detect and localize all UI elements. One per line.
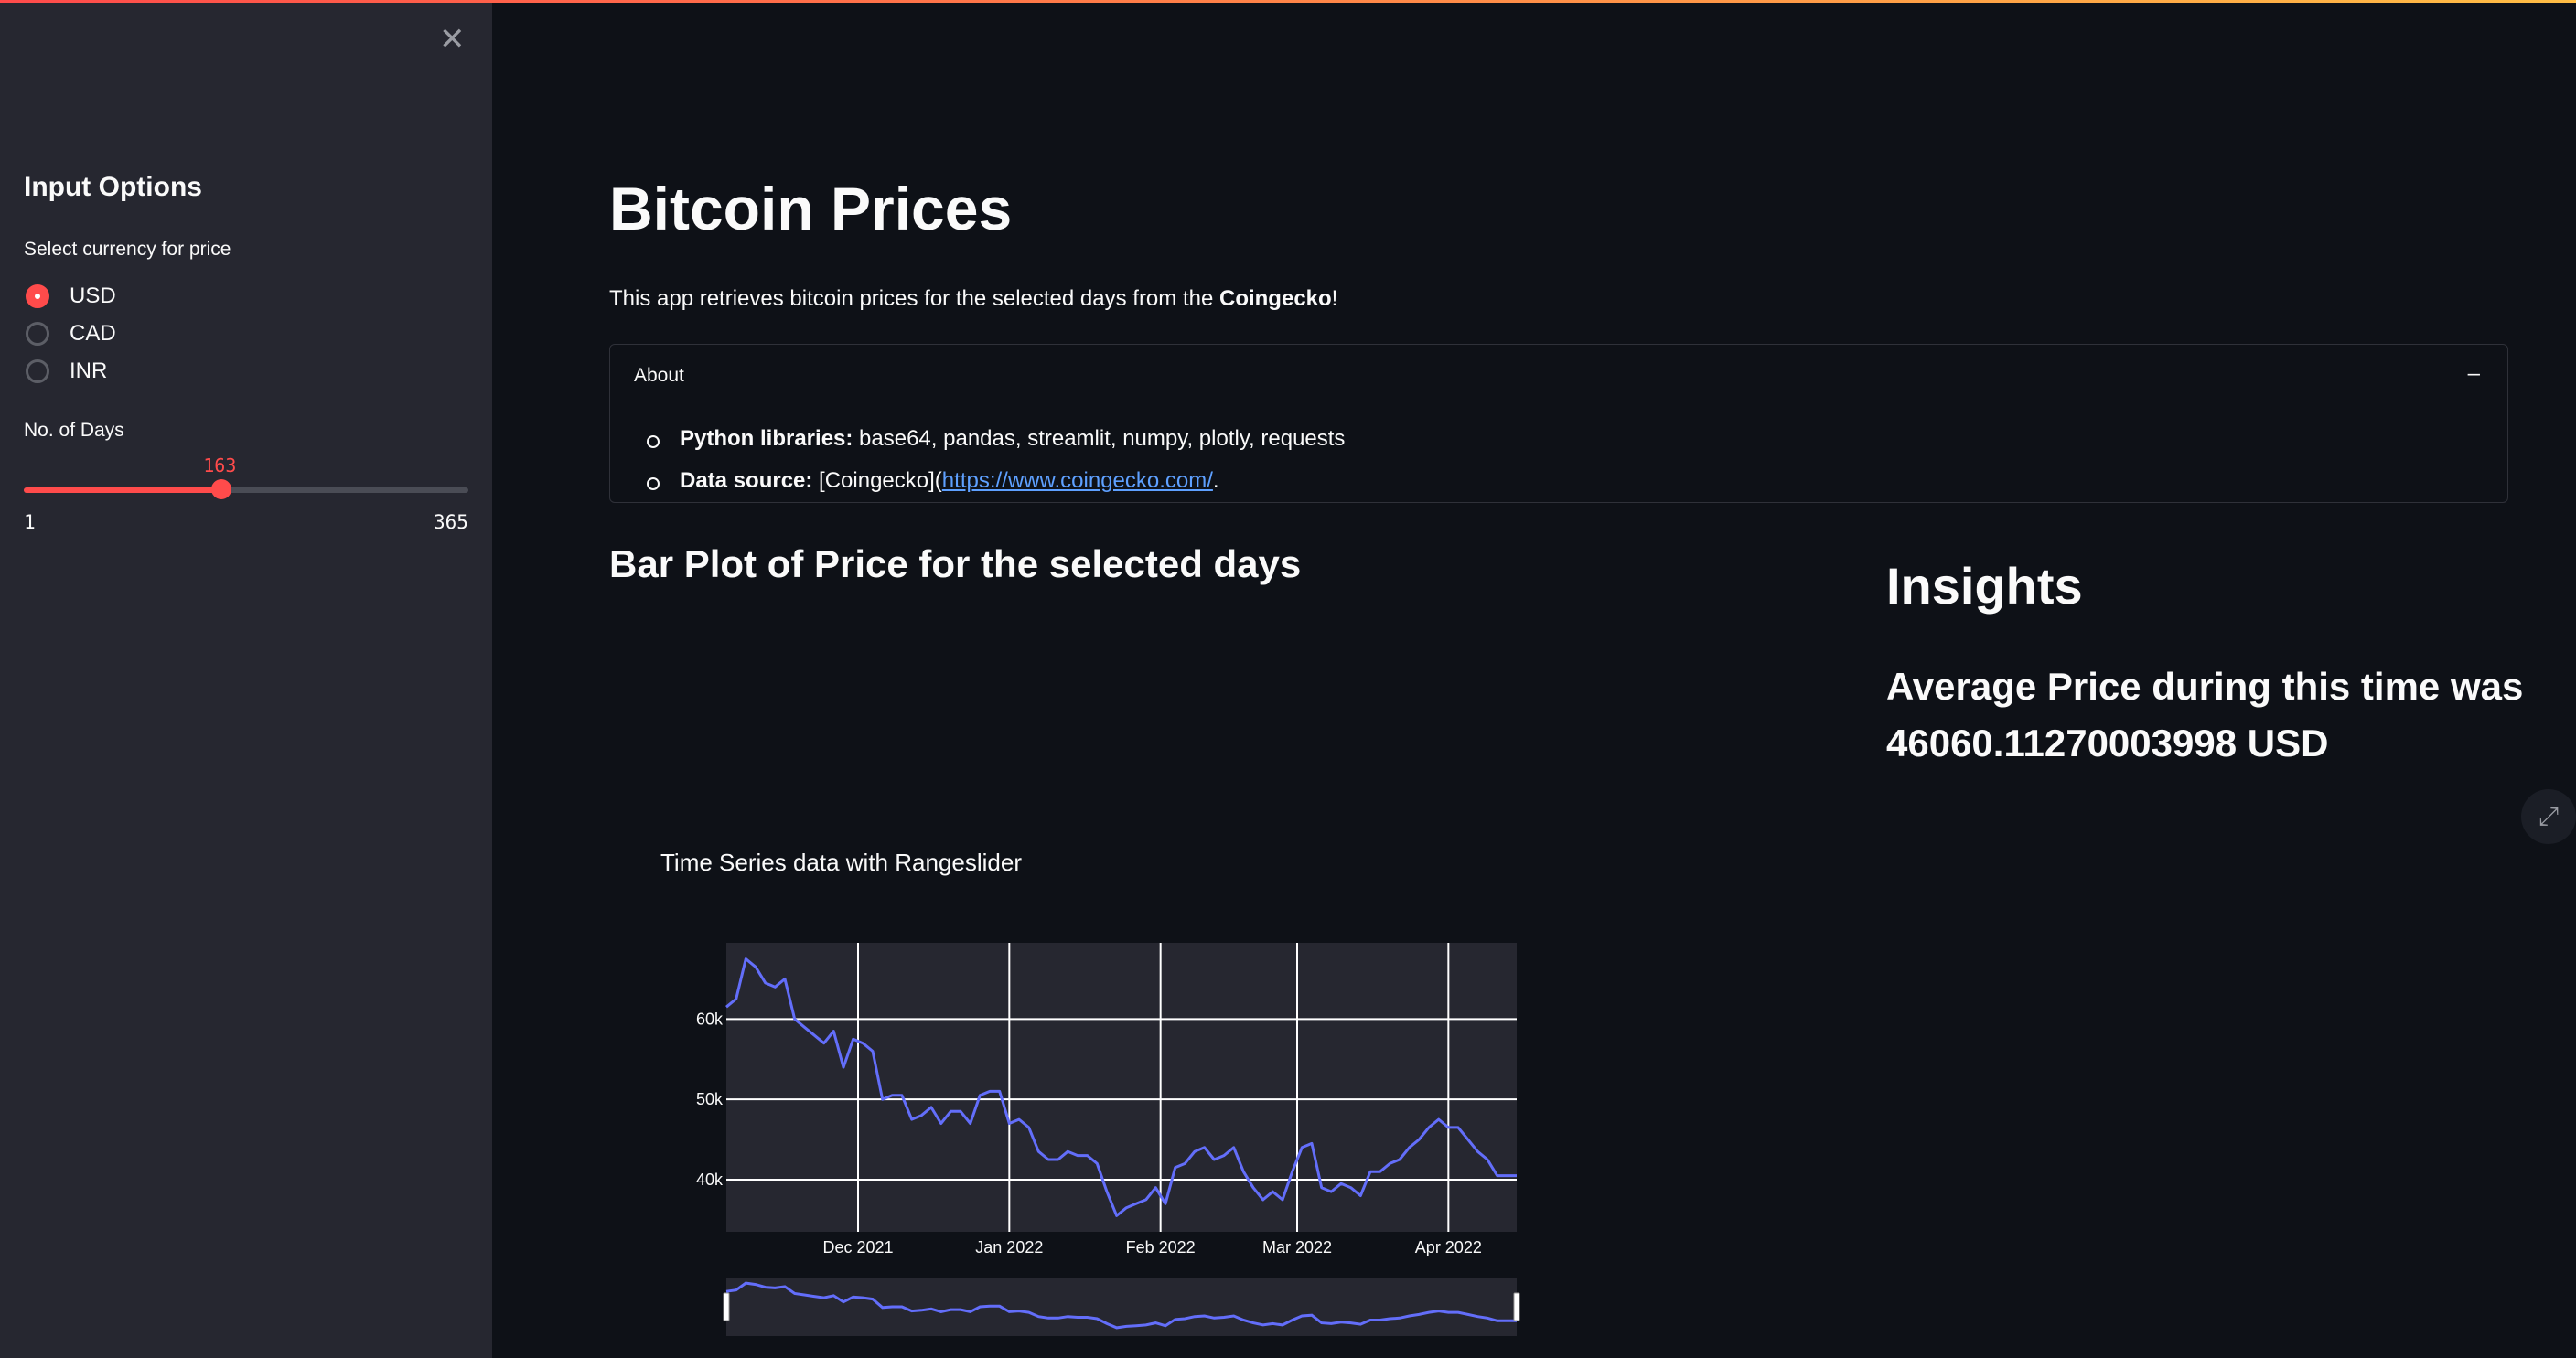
sidebar: ✕ Input Options Select currency for pric… xyxy=(0,3,492,1358)
currency-label: Select currency for price xyxy=(24,239,231,260)
intro-suffix: ! xyxy=(1331,286,1338,311)
radio-inr-circle[interactable] xyxy=(26,359,49,383)
x-tick-label: Apr 2022 xyxy=(1415,1238,1482,1256)
radio-cad-label: CAD xyxy=(70,321,116,346)
rangeslider-series-line xyxy=(725,1281,1517,1330)
x-tick-label: Jan 2022 xyxy=(975,1238,1043,1256)
fullscreen-icon[interactable]: ⤢ xyxy=(2521,789,2576,844)
plot-area xyxy=(726,943,1517,1232)
days-slider-track[interactable] xyxy=(24,487,468,493)
libraries-text: base64, pandas, streamlit, numpy, plotly… xyxy=(853,426,1346,451)
source-prefix: [Coingecko]( xyxy=(812,468,942,493)
days-label: No. of Days xyxy=(24,420,124,441)
page-title: Bitcoin Prices xyxy=(609,175,1013,242)
bar-plot-heading: Bar Plot of Price for the selected days xyxy=(609,542,1302,585)
days-slider-thumb[interactable] xyxy=(211,479,232,499)
list-item: Python libraries: base64, pandas, stream… xyxy=(647,418,1345,460)
days-slider-value: 163 xyxy=(203,454,237,476)
intro-source: Coingecko xyxy=(1218,286,1332,311)
source-label: Data source: xyxy=(680,468,813,493)
radio-usd-circle[interactable] xyxy=(26,284,49,308)
y-tick-label: 50k xyxy=(696,1090,724,1108)
x-tick-label: Dec 2021 xyxy=(822,1238,893,1256)
insight-text: Average Price during this time was 46060… xyxy=(1886,665,2524,765)
rangeslider-right-handle[interactable] xyxy=(1513,1292,1520,1321)
insights-heading: Insights xyxy=(1886,557,2083,615)
y-tick-label: 60k xyxy=(696,1010,724,1028)
intro-prefix: This app retrieves bitcoin prices for th… xyxy=(609,286,1219,311)
y-tick-label: 40k xyxy=(696,1171,724,1189)
collapse-icon[interactable]: – xyxy=(2467,361,2480,386)
list-item: Data source: [Coingecko](https://www.coi… xyxy=(647,460,1345,502)
sidebar-title: Input Options xyxy=(24,172,202,202)
radio-cad-circle[interactable] xyxy=(26,322,49,346)
close-icon[interactable]: ✕ xyxy=(439,22,466,57)
intro-text: This app retrieves bitcoin prices for th… xyxy=(609,286,1337,312)
x-tick-label: Mar 2022 xyxy=(1262,1238,1332,1256)
radio-inr[interactable]: INR xyxy=(26,358,107,384)
about-expander: About – Python libraries: base64, pandas… xyxy=(609,344,2508,503)
chart-title: Time Series data with Rangeslider xyxy=(660,849,1022,876)
radio-inr-label: INR xyxy=(70,358,108,383)
days-slider-fill xyxy=(24,487,222,493)
source-suffix: . xyxy=(1212,468,1219,493)
rangeslider-left-handle[interactable] xyxy=(723,1292,730,1321)
about-list: Python libraries: base64, pandas, stream… xyxy=(647,418,1345,502)
coingecko-link[interactable]: https://www.coingecko.com/ xyxy=(941,468,1213,493)
radio-cad[interactable]: CAD xyxy=(26,321,116,347)
price-series-line xyxy=(725,957,1517,1217)
top-decoration-bar xyxy=(0,0,2576,3)
days-slider-max: 365 xyxy=(434,511,468,533)
libraries-label: Python libraries: xyxy=(680,426,853,451)
radio-usd[interactable]: USD xyxy=(26,283,116,309)
about-header[interactable]: About xyxy=(634,365,684,386)
days-slider-min: 1 xyxy=(24,511,36,533)
x-tick-label: Feb 2022 xyxy=(1126,1238,1196,1256)
radio-usd-label: USD xyxy=(70,283,116,308)
